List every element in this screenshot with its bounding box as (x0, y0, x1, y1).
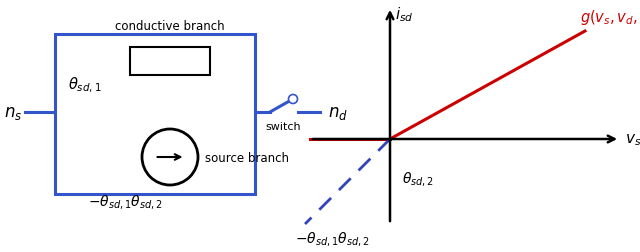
Text: $g(v_s, v_d, \theta_{sd})$: $g(v_s, v_d, \theta_{sd})$ (580, 8, 640, 27)
Text: switch: switch (265, 121, 301, 132)
Text: $\theta_{sd,1}$: $\theta_{sd,1}$ (68, 75, 102, 94)
Circle shape (289, 95, 298, 104)
Bar (130, 48, 210, 76)
Text: $n_s$: $n_s$ (4, 104, 22, 121)
Bar (55, 35, 255, 194)
Text: $-\theta_{sd,1}\theta_{sd,2}$: $-\theta_{sd,1}\theta_{sd,2}$ (295, 229, 370, 247)
Text: $\theta_{sd,2}$: $\theta_{sd,2}$ (402, 169, 434, 187)
Circle shape (142, 130, 198, 185)
Text: source branch: source branch (205, 151, 289, 164)
Text: conductive branch: conductive branch (115, 20, 225, 33)
Text: $v_s$-$v_d$: $v_s$-$v_d$ (625, 132, 640, 147)
Text: $i_{sd}$: $i_{sd}$ (395, 5, 413, 24)
Text: $-\theta_{sd,1}\theta_{sd,2}$: $-\theta_{sd,1}\theta_{sd,2}$ (88, 192, 163, 210)
Text: $n_d$: $n_d$ (328, 104, 348, 121)
